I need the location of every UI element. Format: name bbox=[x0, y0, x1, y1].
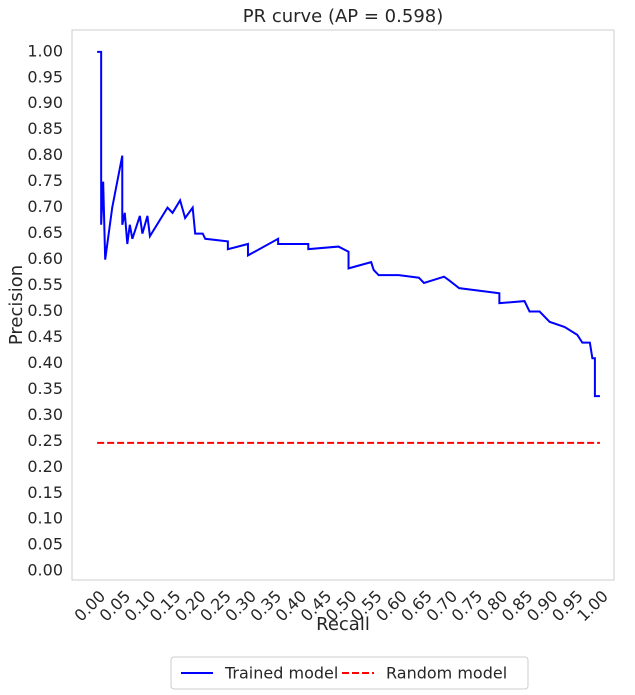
y-tick-label: 0.30 bbox=[27, 405, 63, 424]
y-tick-label: 0.35 bbox=[27, 379, 63, 398]
y-tick-label: 0.15 bbox=[27, 483, 63, 502]
y-tick-label: 0.65 bbox=[27, 223, 63, 242]
legend bbox=[170, 656, 529, 690]
chart-title: PR curve (AP = 0.598) bbox=[243, 6, 444, 27]
y-axis-label: Precision bbox=[6, 265, 27, 345]
y-tick-label: 0.70 bbox=[27, 197, 63, 216]
y-tick-label: 0.25 bbox=[27, 431, 63, 450]
y-tick-label: 0.75 bbox=[27, 171, 63, 190]
y-tick-label: 1.00 bbox=[27, 41, 63, 60]
y-tick-label: 0.80 bbox=[27, 145, 63, 164]
y-tick-label: 0.50 bbox=[27, 301, 63, 320]
y-tick-label: 0.55 bbox=[27, 275, 63, 294]
y-tick-label: 0.40 bbox=[27, 353, 63, 372]
y-tick-label: 0.85 bbox=[27, 119, 63, 138]
y-tick-label: 0.60 bbox=[27, 249, 63, 268]
y-tick-label: 0.10 bbox=[27, 509, 63, 528]
y-tick-label: 0.20 bbox=[27, 457, 63, 476]
series-line bbox=[97, 50, 600, 398]
y-tick-label: 0.95 bbox=[27, 67, 63, 86]
y-tick-label: 0.00 bbox=[27, 561, 63, 580]
x-axis-label: Recall bbox=[316, 614, 370, 635]
plot-frame bbox=[71, 29, 615, 581]
legend-label: Random model bbox=[386, 664, 507, 683]
y-tick-label: 0.90 bbox=[27, 93, 63, 112]
y-tick-label: 0.45 bbox=[27, 327, 63, 346]
y-tick-label: 0.05 bbox=[27, 535, 63, 554]
legend-label: Trained model bbox=[224, 664, 338, 683]
